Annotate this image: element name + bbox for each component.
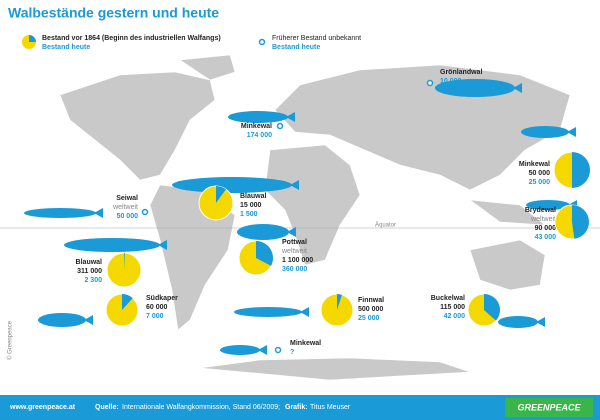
population-today: 2 300	[84, 277, 102, 284]
whale-icon	[64, 238, 160, 252]
whale-region: weltweit	[281, 248, 307, 255]
indonesia	[468, 199, 546, 226]
unknown-dot	[141, 208, 149, 216]
population-today: 1 500	[240, 211, 258, 218]
population-before: 50 000	[529, 170, 551, 177]
population-before: 115 000	[440, 304, 465, 311]
eurasia	[274, 64, 571, 191]
graphic-label: Grafik:	[285, 404, 308, 411]
pie-today	[484, 294, 500, 321]
whale-tail	[567, 127, 576, 137]
population-today: ?	[290, 349, 294, 356]
whale-tail	[84, 315, 93, 325]
whale-icon	[220, 345, 260, 355]
equator-label: Äquator	[375, 222, 396, 229]
pie-today	[216, 186, 226, 203]
whale-tail	[536, 317, 545, 327]
whale-tail	[300, 307, 309, 317]
whale-tail	[258, 345, 267, 355]
world-map: Äquator	[0, 54, 600, 381]
whale-name: Blauwal	[76, 259, 103, 266]
whale-tail	[94, 208, 103, 218]
whale-icon	[498, 316, 538, 328]
population-today: 7 000	[146, 313, 164, 320]
whale-icon	[38, 313, 86, 327]
legend: Bestand vor 1864 (Beginn des industriell…	[22, 35, 361, 51]
legend-unknown: Früherer Bestand unbekannt	[272, 35, 361, 42]
title: Walbestände gestern und heute	[8, 5, 219, 21]
copyright: © Greenpeace	[7, 320, 14, 360]
unknown-dot	[426, 79, 434, 87]
legend-dot	[258, 38, 266, 46]
population-before: 15 000	[240, 202, 262, 209]
logo-box	[505, 398, 593, 417]
whale-tail	[513, 83, 522, 93]
population-before: 500 000	[358, 306, 383, 313]
north-america	[59, 71, 216, 181]
antarctica	[199, 357, 471, 381]
whale-icon	[172, 177, 292, 193]
legend-pie-today	[29, 35, 36, 42]
whale-name: Südkaper	[146, 295, 178, 302]
pie-today	[256, 241, 273, 266]
footer: www.greenpeace.at Quelle: Internationale…	[0, 395, 600, 420]
whale-icon	[237, 224, 289, 240]
unknown-dot	[276, 122, 284, 130]
whale-name: Minkewal	[290, 340, 321, 347]
whale-region: weltweit	[112, 204, 138, 211]
footer-url: www.greenpeace.at	[9, 404, 76, 411]
population-today: 42 000	[444, 313, 466, 320]
legend-unknown-today: Bestand heute	[272, 44, 320, 51]
population-before: 1 100 000	[282, 257, 313, 264]
population-before: 60 000	[146, 304, 168, 311]
whale-icon	[435, 79, 515, 97]
whale-icon	[526, 200, 570, 210]
population-today: 25 000	[529, 179, 551, 186]
source: Internationale Walfangkommission, Stand …	[122, 404, 280, 411]
whale-layer: Grönlandwal 10 000 Minkewal 174 000 Minkewal…	[24, 69, 591, 356]
logo: GREENPEACE	[517, 402, 581, 412]
whale-name: Grönlandwal	[440, 69, 482, 76]
whale-name: Blauwal	[240, 193, 267, 200]
whale-tail	[158, 240, 167, 250]
population-today: 50 000	[117, 213, 139, 220]
whale-icon	[24, 208, 96, 218]
whale-name: Minkewal	[519, 161, 550, 168]
pie-today	[122, 294, 133, 310]
whale-icon	[521, 126, 569, 138]
population-today: 43 000	[535, 234, 557, 241]
population-today: 25 000	[358, 315, 380, 322]
population-today: 174 000	[247, 132, 272, 139]
whale-tail	[287, 227, 296, 237]
whale-tail	[286, 112, 295, 122]
whale-name: Pottwal	[282, 239, 307, 246]
legend-today: Bestand heute	[42, 44, 90, 51]
whale-name: Seiwal	[116, 195, 138, 202]
whale-icon	[234, 307, 302, 317]
population-today: 10 000	[440, 78, 462, 85]
legend-before: Bestand vor 1864 (Beginn des industriell…	[42, 35, 221, 42]
whale-name: Minkewal	[241, 123, 272, 130]
pie-today	[337, 294, 342, 310]
whale-region: weltweit	[530, 216, 556, 223]
pie-today	[572, 205, 590, 239]
pie-today	[572, 152, 590, 188]
whale-name: Brydewal	[525, 207, 556, 214]
graphic: Titus Meuser	[310, 404, 351, 411]
whale-icon	[228, 111, 288, 123]
population-today: 360 000	[282, 266, 307, 273]
population-before: 311 000	[77, 268, 102, 275]
australia	[469, 239, 546, 291]
population-before: 90 000	[535, 225, 557, 232]
source-label: Quelle:	[95, 404, 119, 411]
whale-tail	[290, 180, 299, 190]
africa	[264, 144, 361, 266]
greenland	[179, 54, 236, 81]
whale-name: Finnwal	[358, 297, 384, 304]
pie-today	[124, 253, 125, 270]
whale-name: Buckelwal	[431, 295, 465, 302]
unknown-dot	[274, 346, 282, 354]
footer-bar	[0, 395, 600, 420]
